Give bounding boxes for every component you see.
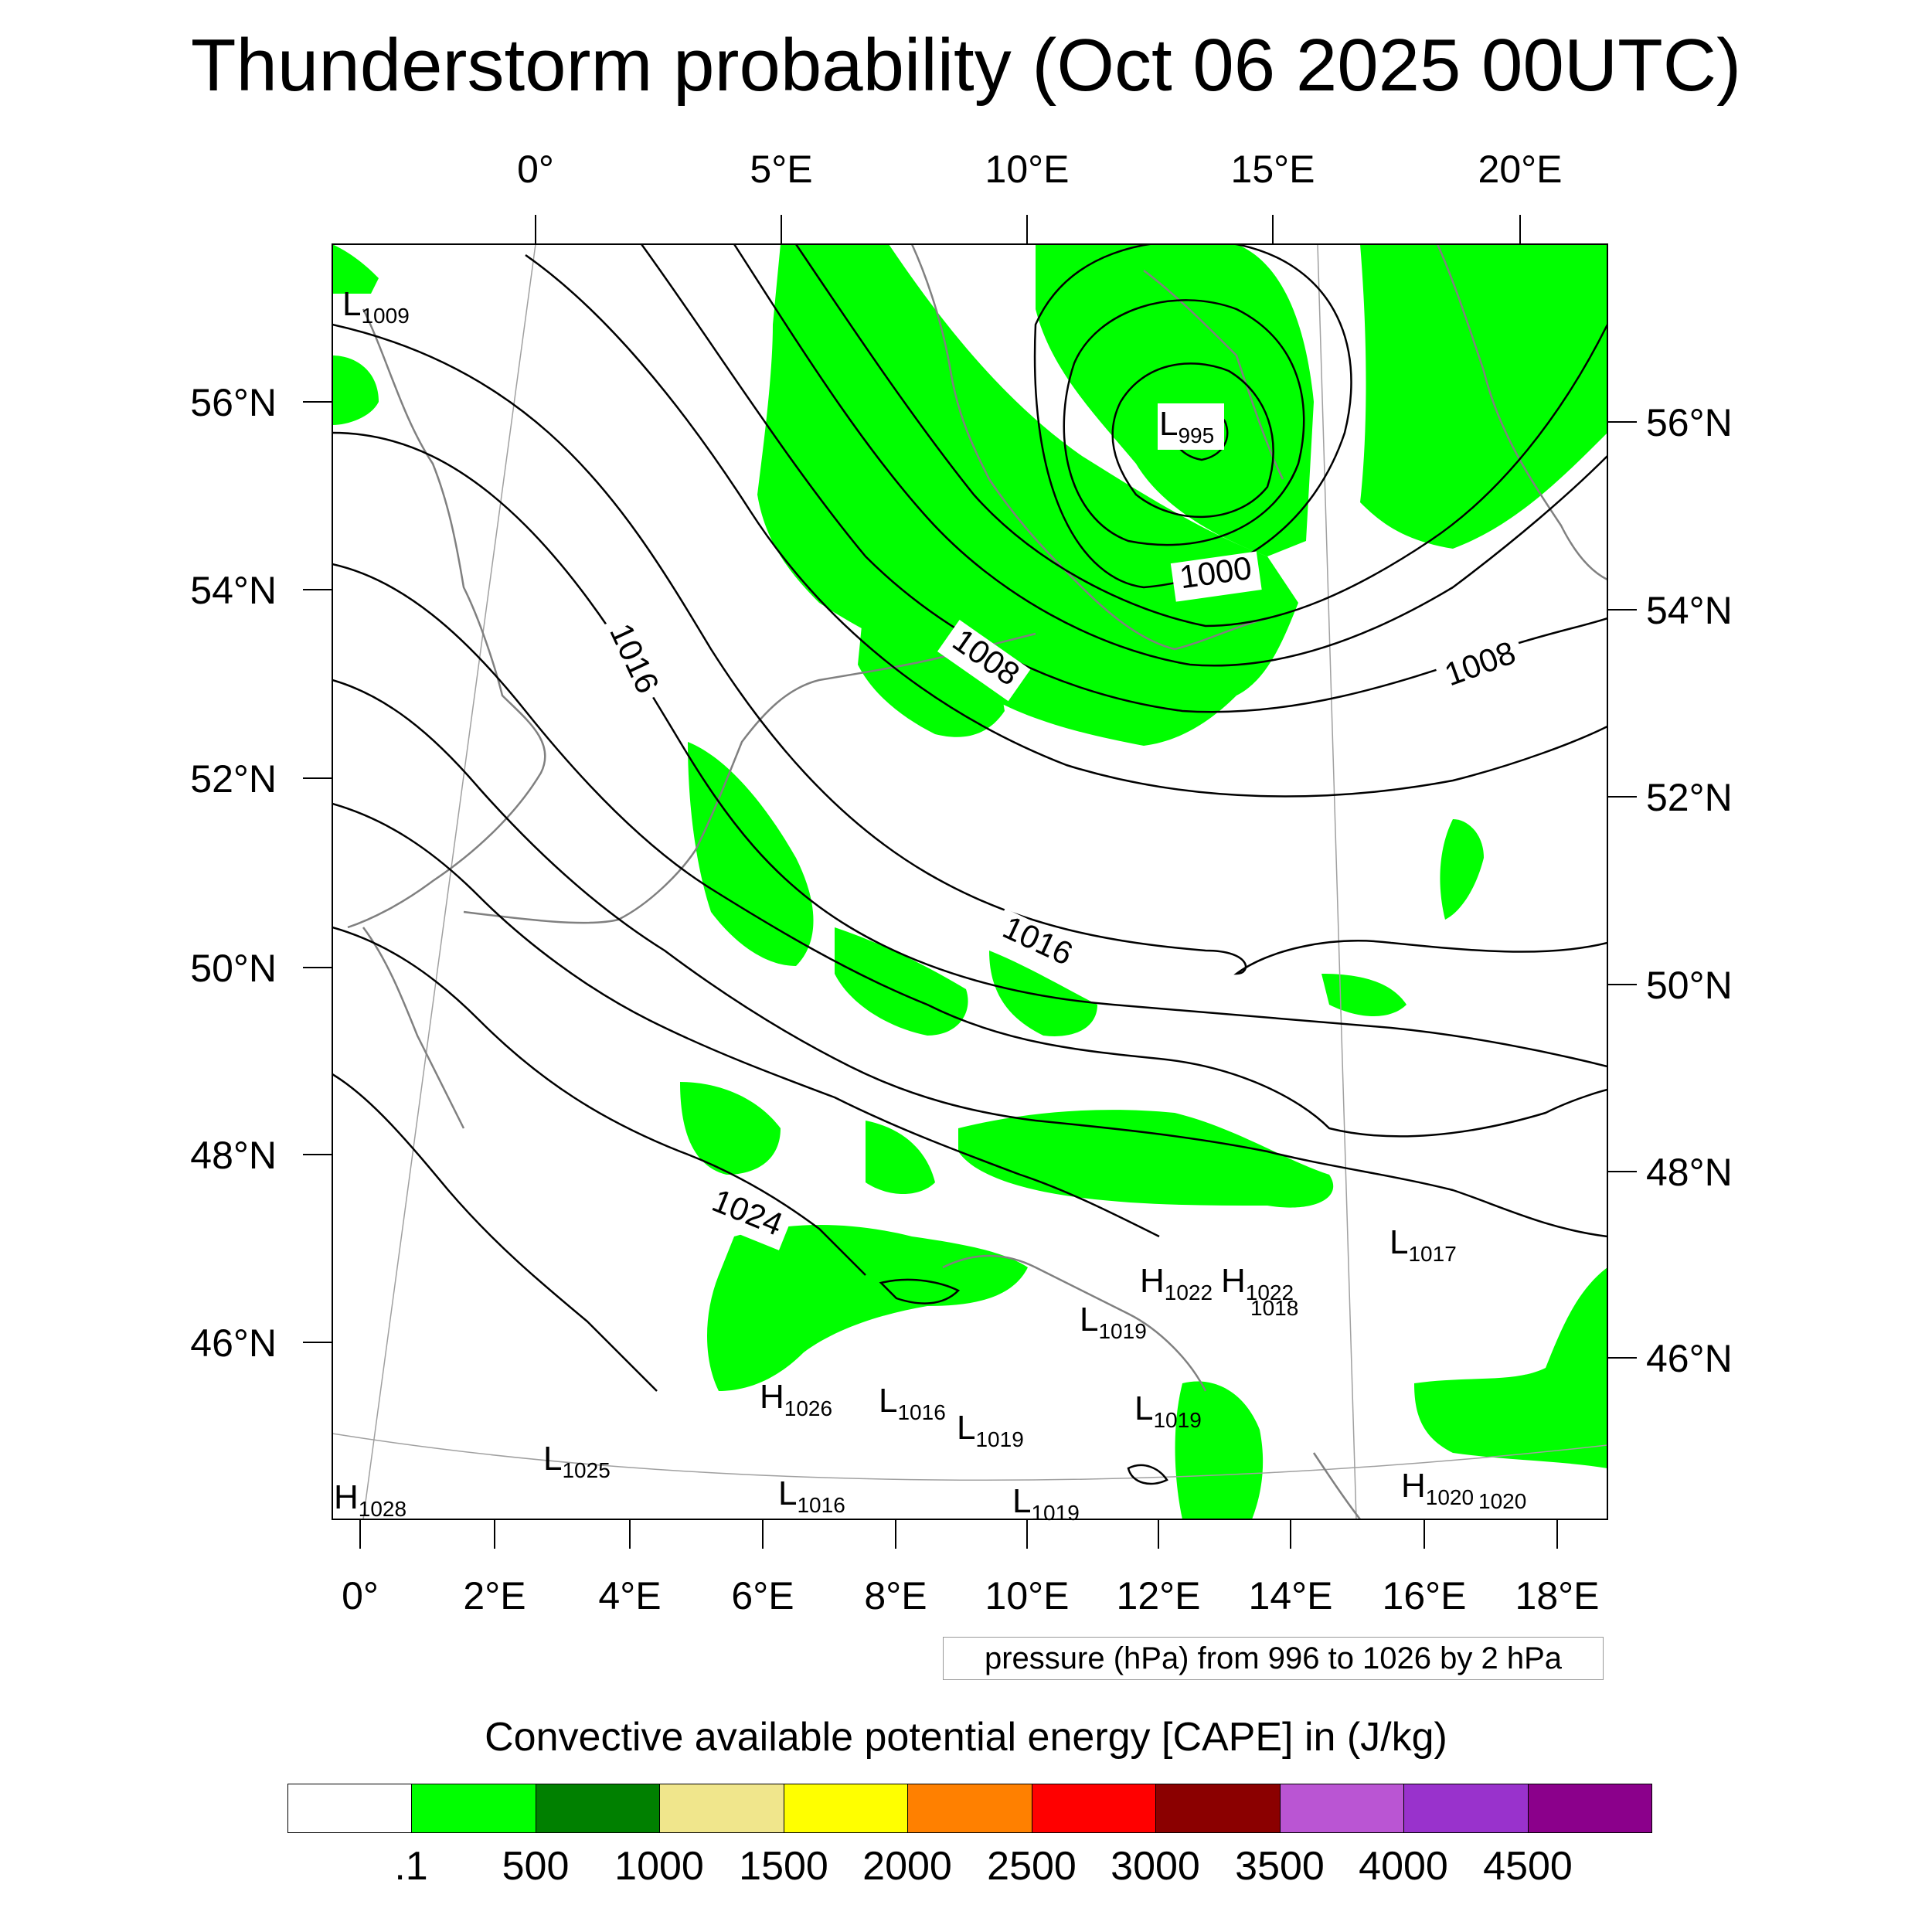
top-lon-label: 10°E (985, 148, 1070, 191)
top-lon-label: 20°E (1478, 148, 1563, 191)
right-lat-label: 54°N (1646, 589, 1733, 632)
colorbar-swatch (412, 1784, 536, 1832)
left-lat-label: 46°N (190, 1321, 277, 1365)
left-lat-label: 52°N (190, 757, 277, 801)
colorbar-swatch (1156, 1784, 1281, 1832)
cape-area-central-1 (835, 927, 968, 1036)
colorbar-label: 3000 (1111, 1844, 1200, 1889)
colorbar-label: 4500 (1483, 1844, 1573, 1889)
pressure-system-label: H1028 (334, 1478, 406, 1521)
colorbar (287, 1784, 1652, 1833)
colorbar-swatch (908, 1784, 1032, 1832)
cape-area-nw-2 (332, 355, 379, 425)
pressure-system-label: L1009 (342, 285, 410, 328)
pressure-system-label: L995 (1159, 405, 1214, 447)
pressure-system-label: L1019 (1134, 1389, 1202, 1432)
pressure-system-label: H1020 (1401, 1467, 1474, 1509)
top-lon-labels: 0° 5°E 10°E 15°E 20°E (517, 148, 1562, 191)
left-lat-label: 54°N (190, 569, 277, 612)
colorbar-label: 500 (502, 1844, 570, 1889)
colorbar-swatch (1280, 1784, 1405, 1832)
pressure-system-label: L1019 (1012, 1482, 1080, 1525)
bottom-lon-label: 8°E (864, 1574, 927, 1617)
bottom-lon-label: 12°E (1117, 1574, 1201, 1617)
pressure-system-label: H1022 (1140, 1262, 1213, 1304)
cape-area-ring-north (1036, 244, 1314, 556)
cape-area-far-east (1440, 819, 1484, 920)
top-lon-label: 15°E (1231, 148, 1315, 191)
colorbar-swatch (536, 1784, 661, 1832)
colorbar-label: .1 (394, 1844, 428, 1889)
right-lat-label: 52°N (1646, 776, 1733, 819)
bottom-lon-labels: 0° 2°E 4°E 6°E 8°E 10°E 12°E 14°E 16°E 1… (342, 1574, 1599, 1617)
pressure-system-label: L1025 (543, 1440, 611, 1482)
cape-area-west-2 (866, 1121, 935, 1194)
left-lat-label: 56°N (190, 381, 277, 424)
cape-area-bay (858, 587, 1005, 737)
colorbar-title: Convective available potential energy [C… (485, 1715, 1447, 1760)
colorbar-label: 2500 (987, 1844, 1077, 1889)
right-lat-label: 48°N (1646, 1151, 1733, 1194)
cape-area-southwest (707, 1225, 1028, 1391)
pressure-system-labels: L1009 L995 H1022 H1022 L1017 L1019 H1026… (334, 285, 1526, 1525)
pressure-system-label: L1017 (1389, 1223, 1457, 1266)
bottom-lon-label: 6°E (731, 1574, 794, 1617)
graticule (332, 244, 1607, 1519)
colorbar-swatch (660, 1784, 784, 1832)
bottom-lon-label: 2°E (463, 1574, 526, 1617)
right-lat-label: 50°N (1646, 964, 1733, 1007)
cape-area-benelux (688, 742, 814, 966)
left-lat-labels: 56°N 54°N 52°N 50°N 48°N 46°N (190, 381, 277, 1365)
colorbar-swatch (784, 1784, 909, 1832)
coastlines (347, 244, 1607, 1519)
value-label: 1018 (1250, 1296, 1298, 1320)
map-frame (332, 243, 1608, 1520)
left-lat-label: 48°N (190, 1134, 277, 1177)
cape-area-east (1321, 974, 1406, 1016)
cape-area-central-2 (989, 951, 1097, 1036)
colorbar-label: 3500 (1235, 1844, 1325, 1889)
right-lat-label: 46°N (1646, 1337, 1733, 1380)
colorbar-swatch (1528, 1784, 1651, 1832)
pressure-system-label: L1016 (879, 1382, 946, 1424)
value-label: 1020 (1478, 1489, 1526, 1513)
top-lon-label: 5°E (750, 148, 812, 191)
cape-area-west-1 (680, 1082, 781, 1175)
cape-area-nw-corner (332, 244, 379, 294)
pressure-system-label: H1026 (760, 1378, 832, 1420)
pressure-system-label: L1016 (778, 1475, 845, 1517)
bottom-lon-label: 16°E (1383, 1574, 1467, 1617)
bottom-lon-label: 14°E (1249, 1574, 1333, 1617)
bottom-lon-label: 4°E (598, 1574, 661, 1617)
colorbar-swatch (288, 1784, 413, 1832)
map-title: Thunderstorm probability (Oct 06 2025 00… (190, 24, 1742, 107)
left-lat-label: 50°N (190, 947, 277, 990)
bottom-lon-label: 18°E (1515, 1574, 1600, 1617)
colorbar-label: 2000 (862, 1844, 952, 1889)
pressure-system-label: L1019 (957, 1409, 1024, 1451)
colorbar-label: 1000 (614, 1844, 704, 1889)
pressure-system-label: L1019 (1080, 1301, 1147, 1343)
contour-info-box: pressure (hPa) from 996 to 1026 by 2 hPa (943, 1637, 1604, 1680)
colorbar-swatch (1032, 1784, 1157, 1832)
top-lon-label: 0° (517, 148, 554, 191)
cape-area-ne (1360, 244, 1607, 549)
cape-area-adriatic (1175, 1381, 1264, 1519)
cape-shading (332, 244, 1607, 1519)
colorbar-label: 4000 (1359, 1844, 1448, 1889)
colorbar-label: 1500 (739, 1844, 828, 1889)
bottom-lon-label: 0° (342, 1574, 379, 1617)
cape-area-southeast (1414, 1267, 1607, 1468)
ticks (303, 215, 1637, 1549)
right-lat-label: 56°N (1646, 401, 1733, 444)
colorbar-swatch (1404, 1784, 1529, 1832)
bottom-lon-label: 10°E (985, 1574, 1070, 1617)
right-lat-labels: 56°N 54°N 52°N 50°N 48°N 46°N (1646, 401, 1733, 1380)
pressure-system-label: H1022 (1221, 1262, 1294, 1304)
cape-area-alps-north (958, 1110, 1334, 1208)
